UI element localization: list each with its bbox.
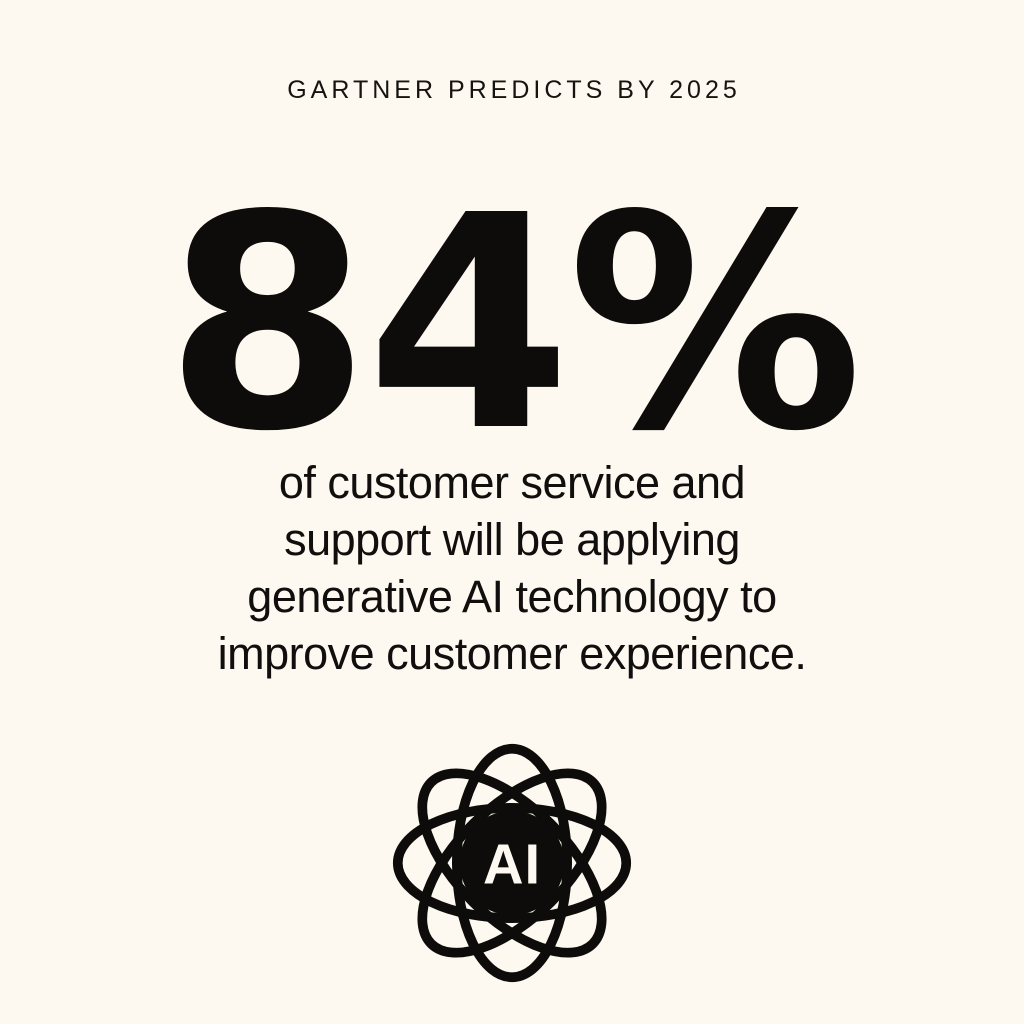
header-label: GARTNER PREDICTS BY 2025 xyxy=(287,76,741,104)
description-line-4: improve customer experience. xyxy=(217,628,807,679)
atom-orbit-horizontal xyxy=(392,802,632,924)
ai-icon-label: AI xyxy=(483,832,541,895)
description-text: of customer service and support will be … xyxy=(218,454,807,682)
atom-nucleus xyxy=(459,810,565,916)
stat-value: 84% xyxy=(164,152,863,496)
atom-orbit-diagonal-2 xyxy=(417,768,607,958)
ai-atom-icon: AI xyxy=(392,743,632,983)
atom-orbits xyxy=(392,743,632,983)
description-line-2: support will be applying xyxy=(284,514,740,565)
atom-orbit-diagonal-1 xyxy=(417,768,607,958)
description-line-3: generative AI technology to xyxy=(247,571,777,622)
atom-orbit-vertical xyxy=(451,743,573,983)
description-line-1: of customer service and xyxy=(278,457,746,508)
